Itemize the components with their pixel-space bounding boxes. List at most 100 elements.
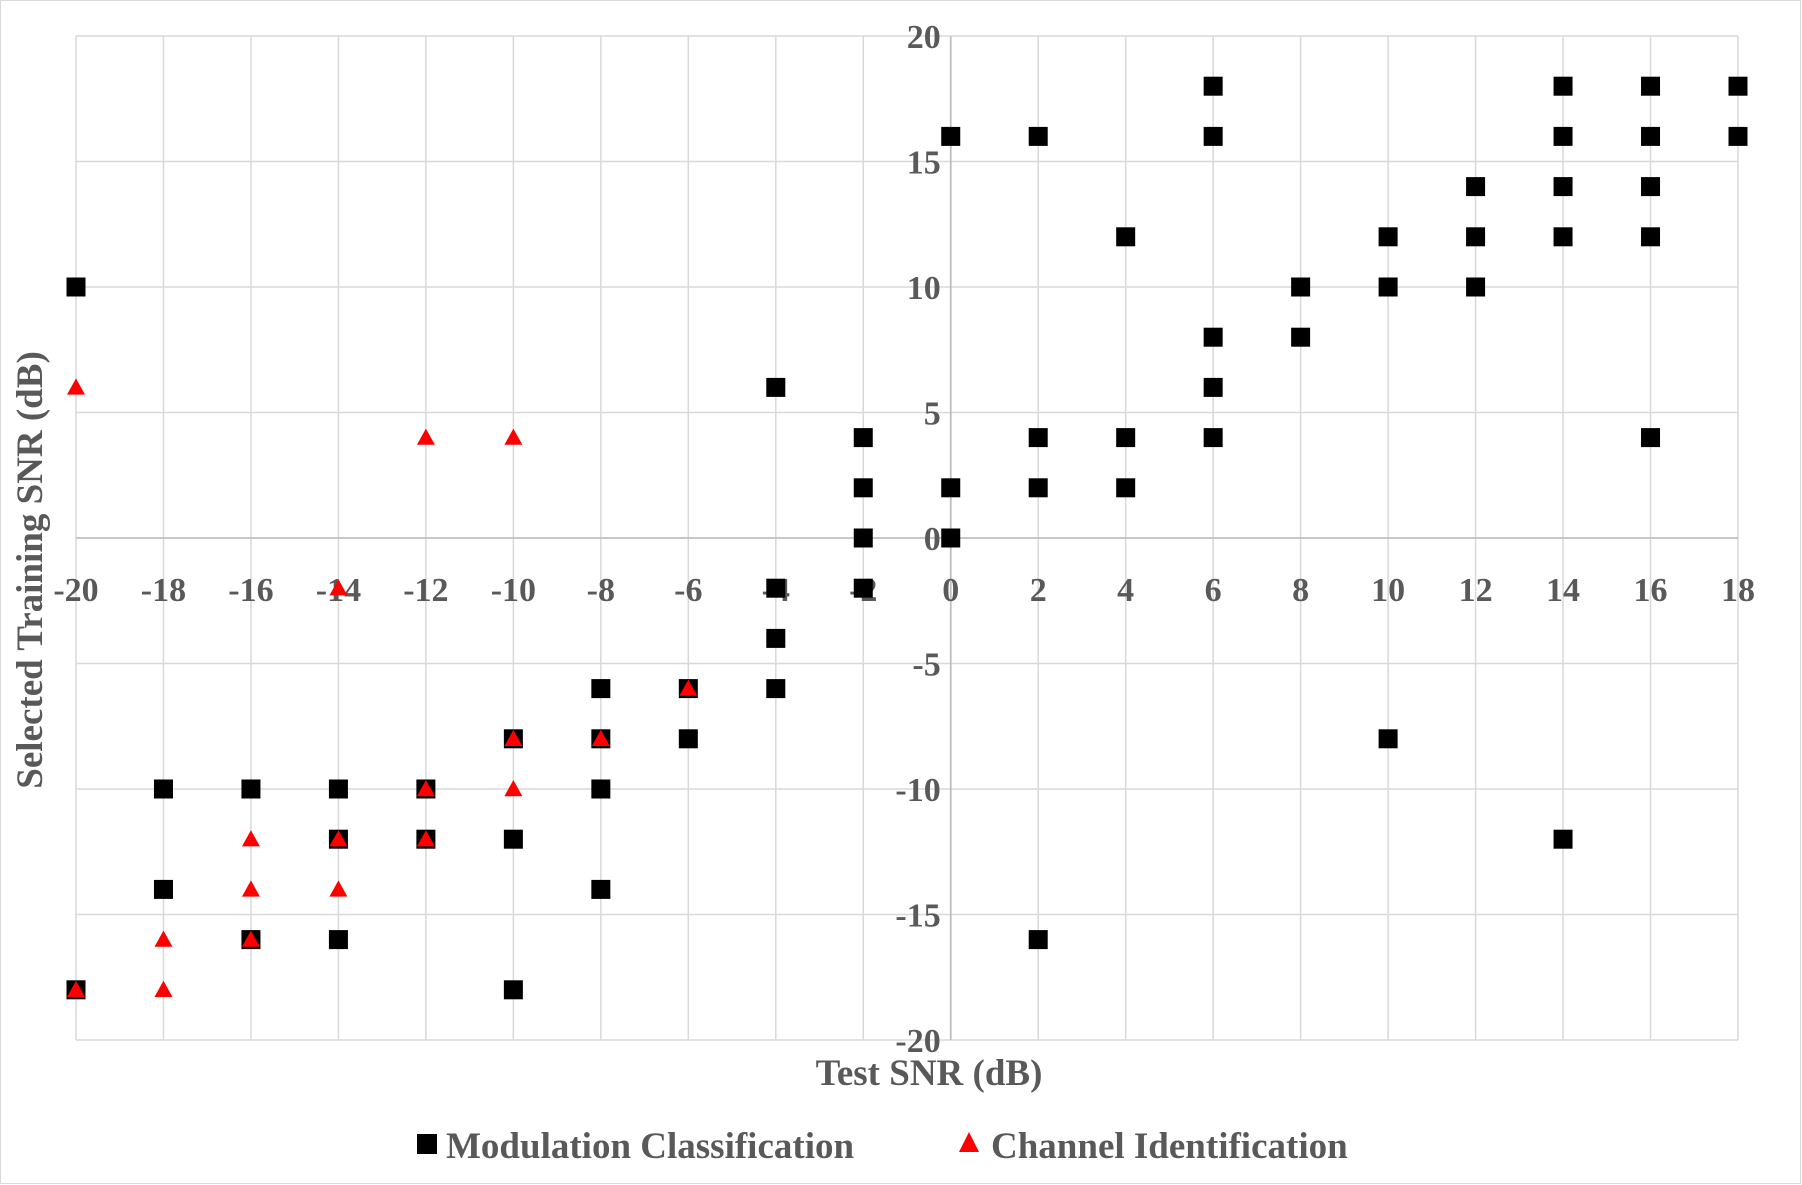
y-tick-label: -5 [912,647,940,684]
point-channel-identification [504,428,523,445]
legend: Modulation Classification Channel Identi… [417,1126,1348,1167]
x-tick-label: 14 [1546,572,1580,609]
point-modulation-classification [1553,829,1573,849]
point-modulation-classification [328,779,348,799]
point-modulation-classification [153,879,173,899]
y-tick-label: -10 [895,772,940,809]
point-modulation-classification [1116,428,1136,448]
y-tick-label: 15 [907,145,941,182]
point-modulation-classification [1641,177,1661,197]
point-modulation-classification [1028,428,1048,448]
x-tick-label: -6 [674,572,702,609]
point-modulation-classification [1378,277,1398,297]
point-modulation-classification [1378,227,1398,247]
point-modulation-classification [1203,428,1223,448]
point-modulation-classification [1291,277,1311,297]
legend-label-modulation: Modulation Classification [446,1126,854,1167]
x-tick-label: 10 [1371,572,1405,609]
x-tick-label: 8 [1292,572,1309,609]
x-axis-title: Test SNR (dB) [816,1053,1043,1094]
point-modulation-classification [1116,478,1136,498]
x-tick-label: 16 [1634,572,1668,609]
point-channel-identification [504,780,523,797]
x-tick-label: 18 [1721,572,1755,609]
point-channel-identification [241,930,260,947]
y-tick-label: 10 [907,270,941,307]
x-tick-label: 2 [1030,572,1047,609]
point-modulation-classification [766,578,786,598]
point-modulation-classification [328,930,348,950]
point-modulation-classification [1553,126,1573,146]
point-modulation-classification [941,528,961,548]
x-tick-label: 4 [1117,572,1134,609]
point-channel-identification [329,579,348,596]
x-tick-label: -18 [141,572,186,609]
point-channel-identification [154,980,173,997]
point-modulation-classification [1291,327,1311,347]
point-modulation-classification [1728,76,1748,96]
point-modulation-classification [1203,377,1223,397]
point-modulation-classification [941,126,961,146]
legend-square-marker [417,1134,437,1154]
point-modulation-classification [1553,177,1573,197]
point-modulation-classification [1728,126,1748,146]
point-modulation-classification [853,478,873,498]
point-modulation-classification [1466,227,1486,247]
data-points [66,76,1748,1000]
point-modulation-classification [853,578,873,598]
point-channel-identification [591,729,610,746]
point-modulation-classification [1378,729,1398,749]
x-tick-label: 12 [1459,572,1493,609]
point-channel-identification [329,830,348,847]
x-tick-label: 0 [942,572,959,609]
point-modulation-classification [241,779,261,799]
point-modulation-classification [766,628,786,648]
x-tick-label: -8 [587,572,615,609]
point-modulation-classification [1028,126,1048,146]
point-modulation-classification [1641,126,1661,146]
point-modulation-classification [1466,177,1486,197]
point-channel-identification [67,378,85,395]
point-modulation-classification [1641,428,1661,448]
point-modulation-classification [503,829,523,849]
point-channel-identification [67,980,85,997]
point-modulation-classification [766,679,786,699]
point-channel-identification [241,830,260,847]
y-tick-label: -20 [895,1023,940,1060]
y-tick-label: 20 [907,19,941,56]
y-tick-label: 5 [924,396,941,433]
point-channel-identification [416,780,435,797]
point-channel-identification [154,930,173,947]
point-channel-identification [416,830,435,847]
point-modulation-classification [941,478,961,498]
point-channel-identification [679,679,698,696]
point-modulation-classification [1553,227,1573,247]
point-modulation-classification [591,879,611,899]
point-modulation-classification [503,980,523,1000]
point-modulation-classification [153,779,173,799]
point-modulation-classification [853,428,873,448]
point-modulation-classification [678,729,698,749]
point-modulation-classification [1203,76,1223,96]
point-channel-identification [241,880,260,897]
point-modulation-classification [1641,227,1661,247]
y-tick-label: 0 [924,521,941,558]
point-modulation-classification [591,779,611,799]
point-modulation-classification [853,528,873,548]
point-modulation-classification [766,377,786,397]
point-modulation-classification [591,679,611,699]
point-modulation-classification [1641,76,1661,96]
point-modulation-classification [1203,327,1223,347]
point-modulation-classification [1028,478,1048,498]
point-channel-identification [504,729,523,746]
point-modulation-classification [1028,930,1048,950]
y-axis-title: Selected Training SNR (dB) [10,351,51,789]
point-modulation-classification [1203,126,1223,146]
point-modulation-classification [1116,227,1136,247]
x-tick-label: -10 [491,572,536,609]
point-modulation-classification [66,277,86,297]
x-tick-label: -20 [53,572,98,609]
